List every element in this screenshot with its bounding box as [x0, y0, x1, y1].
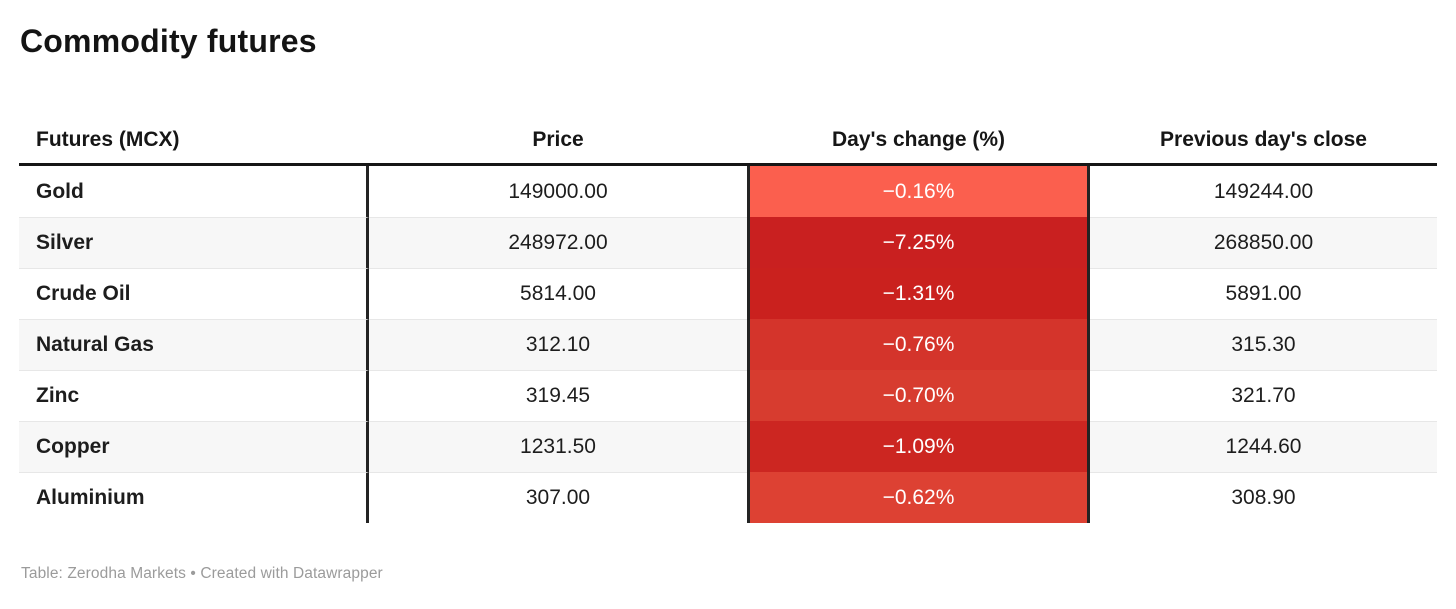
commodity-name-cell: Gold [19, 166, 369, 217]
column-header-prev-close: Previous day's close [1160, 127, 1367, 151]
price-cell: 319.45 [369, 370, 747, 421]
page-title: Commodity futures [20, 23, 317, 59]
table-row-natural-gas: Natural Gas 312.10 −0.76% 315.30 [19, 319, 1437, 370]
price-cell: 312.10 [369, 319, 747, 370]
prev-close-cell: 315.30 [1090, 319, 1437, 370]
commodity-name-cell: Silver [19, 217, 369, 268]
commodity-name-cell: Natural Gas [19, 319, 369, 370]
column-header-change: Day's change (%) [831, 127, 1006, 151]
table-source-note: Table: Zerodha Markets • Created with Da… [21, 565, 383, 582]
prev-close-cell: 268850.00 [1090, 217, 1437, 268]
price-cell: 248972.00 [369, 217, 747, 268]
column-header-price: Price [532, 127, 584, 151]
day-change-cell: −7.25% [747, 217, 1090, 268]
prev-close-cell: 149244.00 [1213, 179, 1314, 203]
table-row-aluminium: Aluminium 307.00 −0.62% 308.90 [19, 472, 1437, 523]
column-header-futures: Futures (MCX) [36, 127, 180, 151]
table-row-copper: Copper 1231.50 −1.09% 1244.60 [19, 421, 1437, 472]
table-row-crude-oil: Crude Oil 5814.00 −1.31% 5891.00 [19, 268, 1437, 319]
commodity-name-cell: Crude Oil [19, 268, 369, 319]
price-cell: 149000.00 [508, 179, 608, 203]
prev-close-cell: 308.90 [1090, 472, 1437, 523]
price-cell: 307.00 [369, 472, 747, 523]
table-body: Gold 149000.00 −0.16% 149244.00 Silver 2… [19, 166, 1437, 523]
page: Commodity futures Futures (MCX) Price Da… [19, 23, 1437, 582]
table-row-zinc: Zinc 319.45 −0.70% 321.70 [19, 370, 1437, 421]
price-cell: 5814.00 [369, 268, 747, 319]
day-change-cell: −1.09% [747, 421, 1090, 472]
price-cell: 1231.50 [369, 421, 747, 472]
day-change-cell: −0.70% [747, 370, 1090, 421]
commodity-name-cell: Zinc [19, 370, 369, 421]
prev-close-cell: 5891.00 [1090, 268, 1437, 319]
day-change-cell: −0.16% [747, 166, 1090, 217]
commodity-name-cell: Copper [19, 421, 369, 472]
day-change-cell: −1.31% [747, 268, 1090, 319]
day-change-cell: −0.76% [747, 319, 1090, 370]
day-change-cell: −0.62% [747, 472, 1090, 523]
prev-close-cell: 321.70 [1090, 370, 1437, 421]
table-row-silver: Silver 248972.00 −7.25% 268850.00 [19, 217, 1437, 268]
commodity-futures-table: Futures (MCX) Price Day's change (%) Pre… [19, 116, 1437, 523]
table-header-row: Futures (MCX) Price Day's change (%) Pre… [19, 116, 1437, 166]
prev-close-cell: 1244.60 [1090, 421, 1437, 472]
commodity-name-cell: Aluminium [19, 472, 369, 523]
table-row-gold: Gold 149000.00 −0.16% 149244.00 [19, 166, 1437, 217]
